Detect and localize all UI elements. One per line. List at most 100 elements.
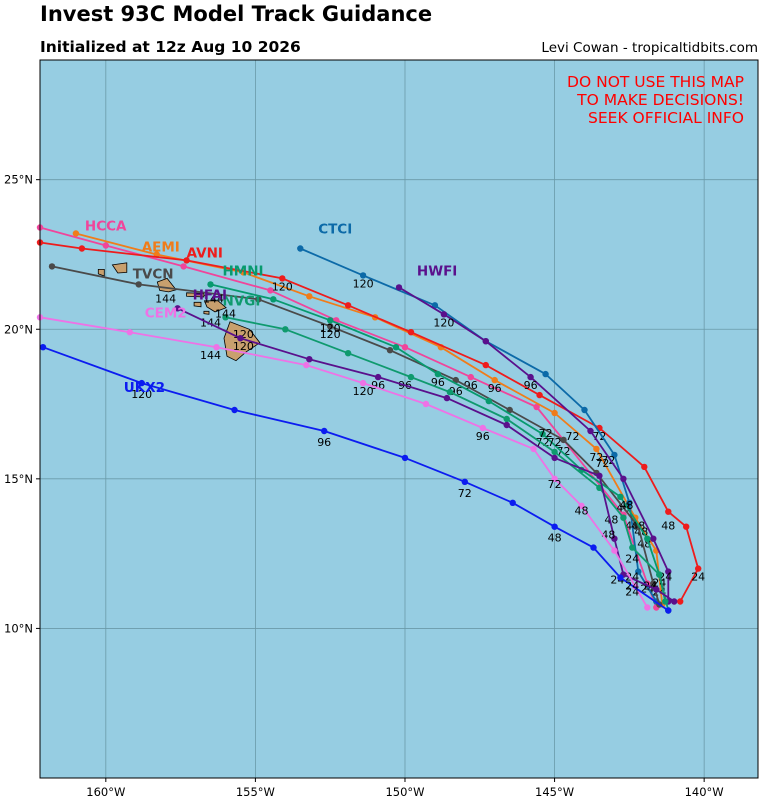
track-point-hmni: [270, 296, 277, 303]
track-point-hfai: [503, 421, 510, 429]
island-niihau: [97, 268, 105, 277]
track-point-cem2: [644, 604, 651, 611]
forecast-hour-label: 72: [548, 436, 562, 449]
lon-tick-label: 155°W: [236, 785, 275, 799]
forecast-hour-label: 120: [320, 322, 341, 335]
track-point-avni: [695, 565, 702, 572]
track-point-hfai: [237, 335, 244, 342]
track-point-ctci: [581, 406, 588, 414]
forecast-hour-label: 120: [320, 328, 341, 341]
track-point-avni: [78, 245, 86, 252]
track-point-hfai: [443, 394, 451, 402]
track-point-avni: [683, 523, 690, 530]
map-subtitle: Initialized at 12z Aug 10 2026: [40, 38, 301, 56]
track-point-hmni: [539, 430, 546, 438]
track-point-nvgi: [344, 350, 352, 357]
track-point-tvcn: [48, 263, 56, 270]
lon-tick-label: 150°W: [385, 785, 424, 799]
forecast-hour-label: 48: [619, 499, 633, 512]
track-point-nvgi: [503, 415, 510, 423]
track-point-tvcn: [327, 323, 334, 330]
track-point-cem2: [479, 424, 486, 432]
forecast-hour-label: 120: [353, 385, 374, 398]
track-point-hmni: [434, 370, 442, 378]
track-point-tvcn: [650, 580, 657, 587]
forecast-hour-label: 72: [595, 457, 609, 470]
forecast-hour-label: 144: [200, 349, 221, 362]
lon-tick-label: 145°W: [535, 785, 574, 799]
track-point-hfai: [653, 586, 660, 593]
forecast-hour-label: 96: [476, 430, 490, 443]
island-lanai: [193, 301, 202, 308]
lat-tick-label: 20°N: [4, 322, 33, 336]
track-point-hcca: [102, 242, 110, 249]
track-point-aemi: [593, 445, 600, 453]
track-point-cem2: [303, 361, 310, 369]
track-point-cem2: [213, 344, 220, 351]
track-line-nvgi: [225, 316, 670, 611]
track-point-hwfi: [665, 568, 672, 575]
track-point-avni: [677, 598, 684, 605]
track-point-avni: [665, 508, 672, 515]
model-label-cem2: CEM2: [145, 305, 187, 321]
track-point-cem2: [551, 475, 558, 482]
track-point-tvcn: [135, 281, 142, 288]
track-point-ukx2: [39, 344, 47, 351]
forecast-hour-label: 96: [524, 379, 538, 392]
track-point-tvcn: [452, 376, 459, 384]
track-point-hfai: [174, 305, 181, 312]
track-point-ctci: [359, 272, 367, 279]
track-point-hmni: [392, 344, 400, 351]
forecast-hour-label: 144: [203, 292, 224, 305]
track-point-ukx2: [617, 574, 624, 581]
grid-lines: [40, 60, 758, 778]
track-point-ukx2: [590, 544, 597, 551]
track-point-nvgi: [222, 314, 229, 321]
track-avni: 24 48 72 120 AVNI: [36, 239, 705, 605]
model-label-hfai: HFAI: [193, 287, 227, 303]
track-point-nvgi: [629, 544, 636, 551]
track-point-hwfi: [587, 427, 594, 435]
track-point-avni: [279, 275, 286, 282]
track-point-hwfi: [395, 284, 403, 291]
track-tvcn: 24 48 72 96 120 144 TVCN: [48, 263, 663, 608]
track-point-hmni: [327, 317, 334, 324]
track-point-ukx2: [321, 427, 328, 435]
forecast-hour-label: 72: [458, 487, 472, 500]
island-maui: [203, 300, 227, 313]
forecast-hour-label: 48: [548, 532, 562, 545]
track-point-hwfi: [440, 311, 448, 318]
forecast-hour-label: 96: [488, 382, 502, 395]
track-point-nvgi: [282, 326, 289, 333]
track-point-tvcn: [386, 347, 394, 354]
track-point-ukx2: [551, 523, 558, 530]
track-point-hcca: [267, 287, 274, 294]
track-point-avni: [407, 329, 415, 336]
track-point-hfai: [671, 598, 678, 605]
forecast-hour-label: 96: [317, 436, 331, 449]
forecast-hour-label: 72: [539, 427, 553, 440]
forecast-hour-label: 72: [557, 445, 571, 458]
track-point-aemi: [491, 376, 498, 384]
lon-tick-label: 140°W: [685, 785, 724, 799]
forecast-hour-label: 48: [661, 520, 675, 533]
model-label-ctci: CTCI: [318, 222, 352, 238]
track-point-tvcn: [560, 436, 567, 444]
track-point-nvgi: [446, 388, 454, 396]
model-label-tvcn: TVCN: [133, 266, 174, 282]
track-point-ctci: [635, 568, 642, 575]
island-kahoolawe: [203, 310, 210, 315]
track-point-cem2: [359, 379, 367, 387]
track-point-hcca: [180, 263, 187, 270]
model-label-avni: AVNI: [187, 246, 223, 262]
track-point-aemi: [551, 409, 558, 417]
track-point-avni: [482, 361, 489, 369]
track-point-hmni: [617, 493, 624, 500]
forecast-hour-label: 48: [575, 505, 589, 518]
forecast-hour-label: 24: [625, 553, 639, 566]
track-line-tvcn: [51, 265, 661, 605]
track-hcca: 24 48 72 96 HCCA: [36, 219, 660, 611]
model-label-hcca: HCCA: [85, 219, 127, 235]
